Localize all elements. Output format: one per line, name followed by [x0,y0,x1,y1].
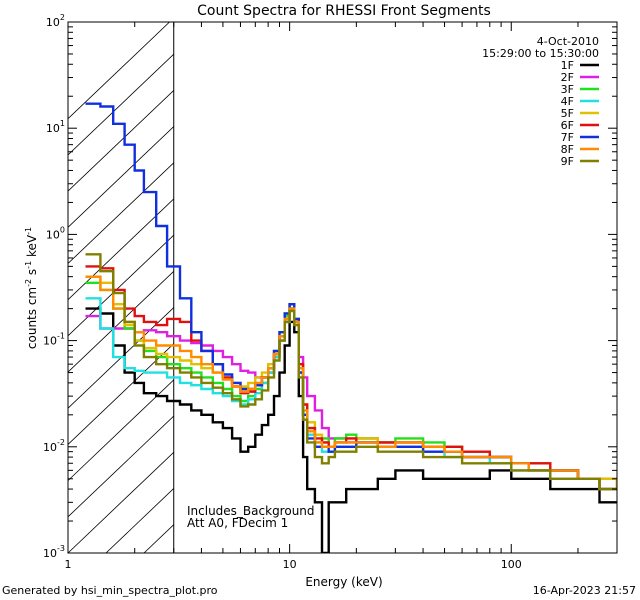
y-axis-label: counts cm-2 s-1 keV-1 [24,227,39,349]
legend-label-4F: 4F [561,95,574,108]
y-tick-label: 10-2 [43,438,65,454]
hatch-line [68,22,170,120]
x-axis-label: Energy (keV) [305,575,382,589]
axis-ticks [67,21,618,554]
footer-timestamp: 16-Apr-2023 21:57 [533,584,636,597]
series-line-5F [85,275,617,491]
annotation-attenuator: Att A0, FDecim 1 [187,516,288,530]
hatch-line [68,53,174,156]
legend-label-1F: 1F [561,59,574,72]
hatch-line [68,89,174,192]
hatch-line [68,415,174,518]
hatched-region [68,22,640,553]
legend-label-3F: 3F [561,83,574,96]
legend-label-7F: 7F [561,131,574,144]
hatch-line [68,198,174,301]
x-tick-labels: 1 10 100 [65,558,522,571]
chart-title: Count Spectra for RHESSI Front Segments [197,3,491,19]
legend-label-5F: 5F [561,107,574,120]
series-line-7F [85,102,617,491]
hatch-line [68,306,174,409]
series-line-8F [85,275,617,491]
series-line-4F [85,297,617,491]
x-tick-label: 10 [283,558,297,571]
hatch-line [68,379,174,482]
legend-label-6F: 6F [561,119,574,132]
annotation-background: Includes_Background [187,504,315,518]
hatch-line [68,451,174,553]
hatch-line [372,22,640,553]
hatch-line [448,22,640,553]
series-line-9F [85,253,617,491]
legend-label-9F: 9F [561,155,574,168]
y-tick-label: 100 [46,225,65,241]
series-lines [85,102,617,553]
footer-generated-by: Generated by hsi_min_spectra_plot.pro [2,584,218,597]
y-tick-label: 102 [46,13,65,29]
legend-label-2F: 2F [561,71,574,84]
series-line-3F [85,281,617,491]
hatch-line [68,270,174,373]
x-tick-label: 1 [65,558,72,571]
y-tick-label: 10-3 [43,544,65,560]
hatch-line [68,126,174,228]
legend-label-8F: 8F [561,143,574,156]
y-tick-labels: 10-3 10-2 10-1 100 101 102 [43,13,65,560]
series-line-1F [85,307,617,553]
hatch-line [68,234,174,337]
y-tick-label: 101 [46,119,65,135]
hatch-line [68,162,174,265]
legend-date: 4-Oct-2010 [537,35,599,48]
hatch-line [68,343,174,445]
legend-time-range: 15:29:00 to 15:30:00 [482,47,599,60]
hatch-line [600,22,640,553]
hatch-line [410,22,640,553]
x-tick-label: 100 [501,558,522,571]
y-tick-label: 10-1 [43,332,65,348]
plot-frame [67,21,618,554]
